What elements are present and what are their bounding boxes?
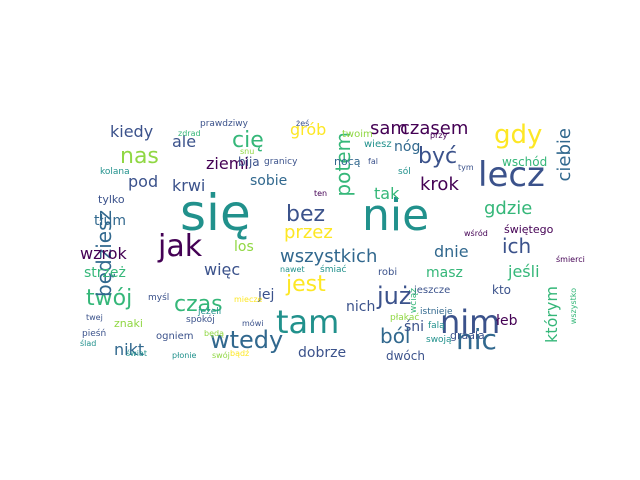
cloud-word: tłum xyxy=(94,213,126,229)
cloud-word: łeb xyxy=(496,313,518,329)
cloud-word: nim xyxy=(440,303,501,341)
cloud-word: przez xyxy=(284,222,333,243)
cloud-word: żeś xyxy=(296,119,310,128)
cloud-word: którym xyxy=(542,286,561,343)
cloud-word: jest xyxy=(286,272,326,297)
cloud-word: śmiać xyxy=(320,265,347,275)
cloud-word: krok xyxy=(420,174,459,195)
cloud-word: czas xyxy=(174,292,223,317)
cloud-word: nawet xyxy=(280,265,305,274)
cloud-word: tam xyxy=(276,303,340,341)
cloud-word: jej xyxy=(258,287,275,303)
cloud-word: znaki xyxy=(114,317,143,330)
cloud-word: nocą xyxy=(334,155,361,168)
cloud-word: nic xyxy=(456,323,497,356)
cloud-word: istnieje xyxy=(420,307,453,317)
cloud-word: jeżeli xyxy=(198,307,222,317)
cloud-word: się xyxy=(180,184,251,242)
cloud-word: fal xyxy=(368,157,378,166)
cloud-word: tym xyxy=(458,163,474,172)
cloud-word: jeszcze xyxy=(414,285,451,296)
cloud-word: twój xyxy=(86,286,133,311)
cloud-word: płonie xyxy=(172,351,197,360)
cloud-word: nikt xyxy=(114,340,145,359)
cloud-word: dobrze xyxy=(298,345,347,361)
cloud-word: nich xyxy=(346,299,376,315)
cloud-word: ogniem xyxy=(156,331,194,342)
cloud-word: gdy xyxy=(494,120,543,150)
cloud-word: śni xyxy=(404,319,425,335)
cloud-word: kiedy xyxy=(110,122,154,141)
cloud-word: falą xyxy=(428,321,445,331)
cloud-word: tylko xyxy=(98,193,125,206)
cloud-word: dwóch xyxy=(386,349,425,363)
cloud-word: bija xyxy=(238,155,260,169)
cloud-word: wschód xyxy=(502,155,548,169)
cloud-word: wzrok xyxy=(80,244,127,263)
cloud-word: krwi xyxy=(172,176,206,195)
cloud-word: prawdziwy xyxy=(200,119,248,129)
cloud-word: twoim xyxy=(342,129,373,140)
cloud-word: ślad xyxy=(80,339,97,348)
cloud-word: wśród xyxy=(464,229,488,238)
cloud-word: wtedy xyxy=(210,326,284,354)
cloud-word: wiesz xyxy=(364,139,392,150)
cloud-word: graala xyxy=(450,329,485,342)
cloud-word: ciebie xyxy=(554,128,575,182)
cloud-word: świat xyxy=(126,349,147,358)
cloud-word: grób xyxy=(290,120,327,139)
cloud-word: wszystko xyxy=(569,288,578,325)
cloud-word: swój xyxy=(212,351,230,360)
cloud-word: los xyxy=(234,239,254,255)
cloud-word: ziemi xyxy=(206,154,249,173)
cloud-word: ale xyxy=(172,132,197,151)
cloud-word: więc xyxy=(204,260,241,279)
cloud-word: być xyxy=(418,144,458,169)
cloud-word: bądź xyxy=(230,349,250,358)
cloud-word: już xyxy=(377,282,412,310)
cloud-word: robi xyxy=(378,267,398,278)
cloud-word: sam xyxy=(370,118,408,139)
cloud-word: nie xyxy=(362,190,430,241)
cloud-word: tak xyxy=(374,184,400,203)
cloud-word: czasem xyxy=(400,118,469,139)
cloud-word: ból xyxy=(380,324,411,348)
cloud-word: myśl xyxy=(148,293,170,303)
cloud-word: świętego xyxy=(504,223,554,236)
cloud-word: kolana xyxy=(100,167,130,177)
cloud-word: spokój xyxy=(186,315,215,325)
cloud-word: sól xyxy=(398,167,411,177)
cloud-word: zdrad xyxy=(178,129,201,138)
cloud-word: nóg xyxy=(394,139,421,155)
cloud-word: kto xyxy=(492,283,511,297)
cloud-word: cię xyxy=(232,128,264,153)
cloud-word: swoją xyxy=(426,335,452,345)
cloud-word: nas xyxy=(120,144,159,169)
cloud-word: jak xyxy=(158,229,203,264)
cloud-word: będą xyxy=(204,329,224,338)
cloud-word: jeśli xyxy=(508,262,540,281)
cloud-word: dnie xyxy=(434,242,469,261)
cloud-word: pod xyxy=(128,172,159,191)
word-cloud: się nie lecz jak tam nim nic już bez gdy wtedy twój… xyxy=(80,118,585,370)
cloud-word: ich xyxy=(502,234,532,258)
cloud-word: twej xyxy=(86,313,103,322)
cloud-word: śmierci xyxy=(556,255,585,264)
cloud-word: snu xyxy=(240,147,255,156)
cloud-word: wciąż xyxy=(409,288,419,314)
cloud-word: gdzie xyxy=(484,198,533,219)
cloud-word: miecze xyxy=(234,295,263,304)
cloud-word: granicy xyxy=(264,157,298,167)
cloud-word: ten xyxy=(314,189,328,198)
cloud-word: przy xyxy=(430,131,448,140)
cloud-word: masz xyxy=(426,265,463,281)
cloud-word: bez xyxy=(286,202,326,227)
cloud-word: lecz xyxy=(478,155,545,195)
cloud-word: płakać xyxy=(390,313,420,323)
cloud-word: sobie xyxy=(250,173,288,189)
cloud-word: wszystkich xyxy=(280,246,378,267)
cloud-word: strzeż xyxy=(84,265,126,281)
cloud-word: mówi xyxy=(242,319,264,328)
cloud-word: pieśń xyxy=(82,329,107,339)
